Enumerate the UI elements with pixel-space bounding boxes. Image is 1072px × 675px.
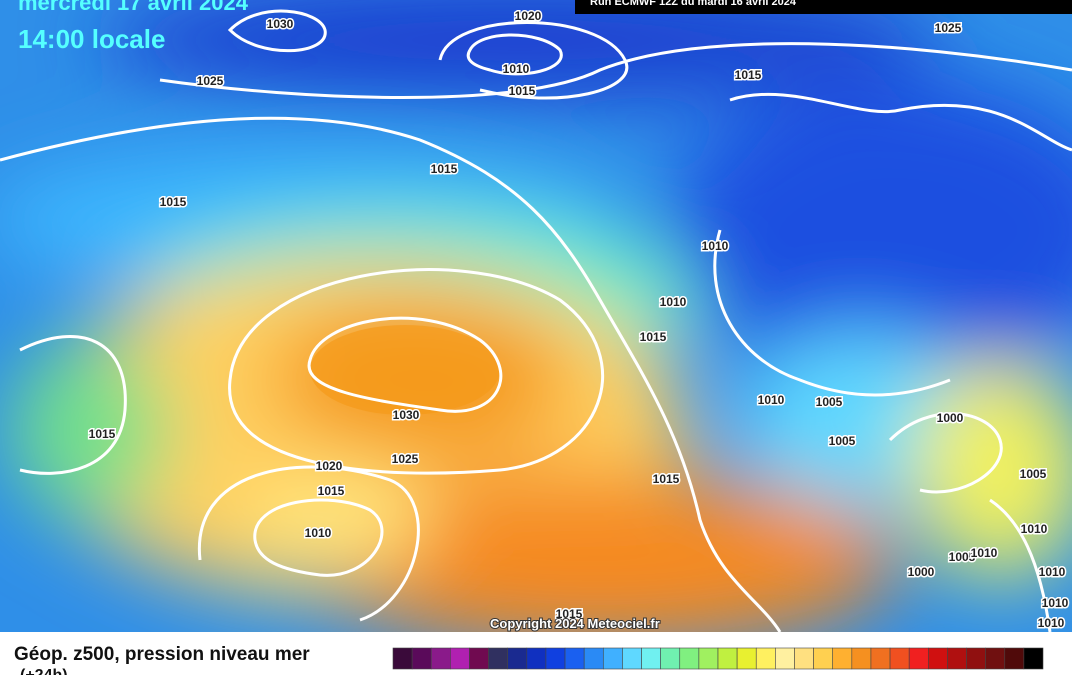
isobar-label: 1015 xyxy=(735,68,762,82)
color-swatch xyxy=(794,647,814,670)
isobar-label: 1030 xyxy=(267,17,294,31)
isobar-label: 1015 xyxy=(89,427,116,441)
color-swatch xyxy=(775,647,795,670)
color-scale xyxy=(392,647,1044,670)
isobar-label: 1015 xyxy=(318,484,345,498)
color-swatch xyxy=(870,647,891,670)
color-swatch xyxy=(908,647,929,670)
color-swatch xyxy=(469,647,489,670)
footer-range: (+24h) xyxy=(20,667,68,675)
isobar-label: 1005 xyxy=(829,434,856,448)
isobar-label: 1005 xyxy=(949,550,976,564)
isobar-label: 1010 xyxy=(305,526,332,540)
isobar-label: 1010 xyxy=(503,62,530,76)
isobar-label: 1005 xyxy=(1020,467,1047,481)
color-swatch xyxy=(966,647,986,670)
color-swatch xyxy=(450,647,470,670)
isobar-label: 1015 xyxy=(509,84,536,98)
isobar-label: 1000 xyxy=(937,411,964,425)
color-swatch xyxy=(1023,647,1044,670)
color-swatch xyxy=(583,647,604,670)
color-swatch xyxy=(392,647,413,670)
color-swatch xyxy=(813,647,834,670)
color-swatch xyxy=(736,647,757,670)
isobar-label: 1015 xyxy=(556,607,583,621)
copyright: Copyright 2024 Meteociel.fr xyxy=(490,616,660,631)
isobar-label: 1015 xyxy=(640,330,667,344)
color-swatch xyxy=(488,647,509,670)
isobar-label: 1015 xyxy=(431,162,458,176)
color-swatch xyxy=(679,647,700,670)
run-banner xyxy=(575,0,1072,14)
color-swatch xyxy=(1004,647,1025,670)
color-swatch xyxy=(947,647,967,670)
color-swatch xyxy=(545,647,566,670)
time-label: 14:00 locale xyxy=(18,24,165,54)
color-swatch xyxy=(698,647,719,670)
color-swatch xyxy=(889,647,910,670)
isobar-label: 1010 xyxy=(660,295,687,309)
color-swatch xyxy=(927,647,948,670)
color-swatch xyxy=(430,647,451,670)
color-swatch xyxy=(526,647,547,670)
isobar-label: 1020 xyxy=(316,459,343,473)
isobar-label: 1010 xyxy=(1039,565,1066,579)
color-swatch xyxy=(622,647,642,670)
isobar-label: 1030 xyxy=(393,408,420,422)
isobar-label: 1025 xyxy=(392,452,419,466)
date-label: mercredi 17 avril 2024 xyxy=(18,0,249,15)
isobar-label: 1020 xyxy=(515,9,542,23)
isobar-label: 1010 xyxy=(702,239,729,253)
isobar-label: 1010 xyxy=(971,546,998,560)
color-swatch xyxy=(832,647,853,670)
color-swatch xyxy=(411,647,432,670)
color-swatch xyxy=(564,647,585,670)
isobar-label: 1025 xyxy=(935,21,962,35)
color-swatch xyxy=(851,647,872,670)
isobar-label: 1015 xyxy=(653,472,680,486)
run-label: Run ECMWF 12Z du mardi 16 avril 2024 xyxy=(590,0,797,8)
isobar-label: 1010 xyxy=(1021,522,1048,536)
isobar-label: 1005 xyxy=(816,395,843,409)
color-swatch xyxy=(507,647,528,670)
color-swatch xyxy=(660,647,681,670)
isobar-label: 1015 xyxy=(160,195,187,209)
color-swatch xyxy=(717,647,738,670)
isobar-label: 1010 xyxy=(1038,616,1065,630)
isobar-label: 1010 xyxy=(1042,596,1069,610)
isobar-label: 1000 xyxy=(908,565,935,579)
color-swatch xyxy=(641,647,661,670)
color-swatch xyxy=(985,647,1006,670)
isobars xyxy=(0,9,1072,632)
color-swatch xyxy=(602,647,623,670)
footer-title: Géop. z500, pression niveau mer xyxy=(14,644,310,665)
isobar-label: 1025 xyxy=(197,74,224,88)
isobar-labels: 1030 1020 1010 1015 1025 1025 1015 1015 … xyxy=(87,8,1070,632)
map-field: 1030 1020 1010 1015 1025 1025 1015 1015 … xyxy=(0,0,1072,632)
color-swatch xyxy=(755,647,776,670)
isobar-label: 1010 xyxy=(758,393,785,407)
